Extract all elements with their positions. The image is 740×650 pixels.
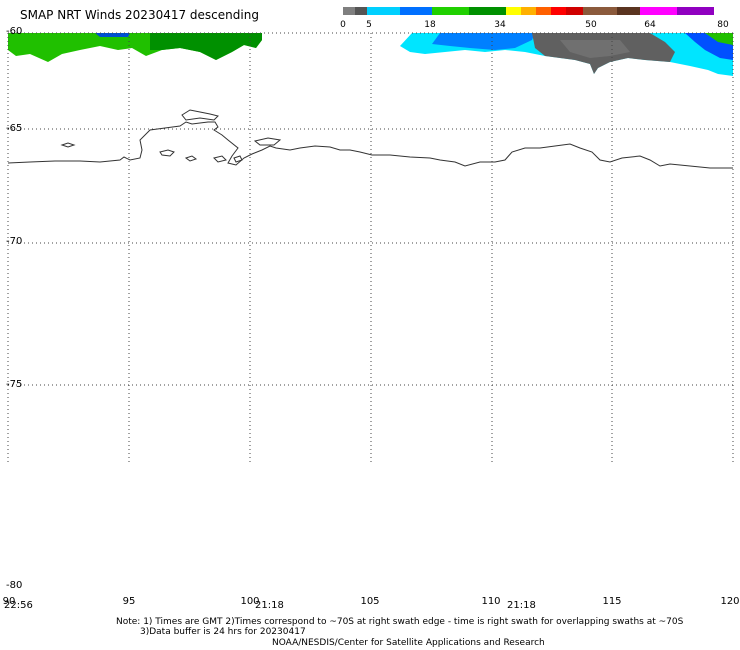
- colorbar-segment: [640, 7, 677, 15]
- lat-label: -80: [6, 580, 23, 591]
- note-line-2: 3)Data buffer is 24 hrs for 20230417: [140, 627, 306, 637]
- colorbar-segment: [551, 7, 566, 15]
- colorbar-segment: [432, 7, 469, 15]
- colorbar-label: 18: [424, 20, 436, 30]
- lon-label: 100: [240, 596, 260, 607]
- lon-label: 120: [720, 596, 740, 607]
- colorbar-segment: [583, 7, 617, 15]
- wind-swath-right: [400, 33, 733, 76]
- lat-label: -60: [6, 26, 23, 37]
- colorbar-label: 5: [366, 20, 372, 30]
- lon-label: 90: [2, 596, 16, 607]
- swath-time-label: 22:56: [4, 600, 33, 611]
- colorbar-segment: [469, 7, 506, 15]
- colorbar-label: 64: [644, 20, 656, 30]
- colorbar-segment: [343, 7, 355, 15]
- lat-label: -75: [6, 379, 23, 390]
- lon-label: 95: [122, 596, 136, 607]
- colorbar-segment: [400, 7, 432, 15]
- colorbar-label: 34: [494, 20, 506, 30]
- colorbar-segment: [367, 7, 400, 15]
- swath-time-label: 21:18: [255, 600, 284, 611]
- colorbar-segment: [536, 7, 551, 15]
- colorbar-label: 50: [585, 20, 597, 30]
- wind-speed-colorbar: [343, 7, 728, 15]
- note-line-1: Note: 1) Times are GMT 2)Times correspon…: [116, 617, 684, 627]
- antarctic-coastline: [7, 109, 733, 169]
- lat-label: -65: [6, 123, 23, 134]
- swath-time-label: 21:18: [507, 600, 536, 611]
- map-title: SMAP NRT Winds 20230417 descending: [20, 8, 259, 22]
- colorbar-segment: [617, 7, 640, 15]
- colorbar-segment: [506, 7, 521, 15]
- colorbar-segment: [355, 7, 367, 15]
- colorbar-segment: [677, 7, 714, 15]
- lon-label: 105: [360, 596, 380, 607]
- note-line-3: NOAA/NESDIS/Center for Satellite Applica…: [272, 638, 545, 648]
- map-grid: [7, 32, 734, 465]
- lon-label: 110: [481, 596, 501, 607]
- lon-label: 115: [602, 596, 622, 607]
- lat-label: -70: [6, 236, 23, 247]
- wind-swath-left: [8, 33, 262, 62]
- colorbar-segment: [521, 7, 536, 15]
- colorbar-segment: [566, 7, 583, 15]
- colorbar-label: 80: [717, 20, 729, 30]
- colorbar-label: 0: [340, 20, 346, 30]
